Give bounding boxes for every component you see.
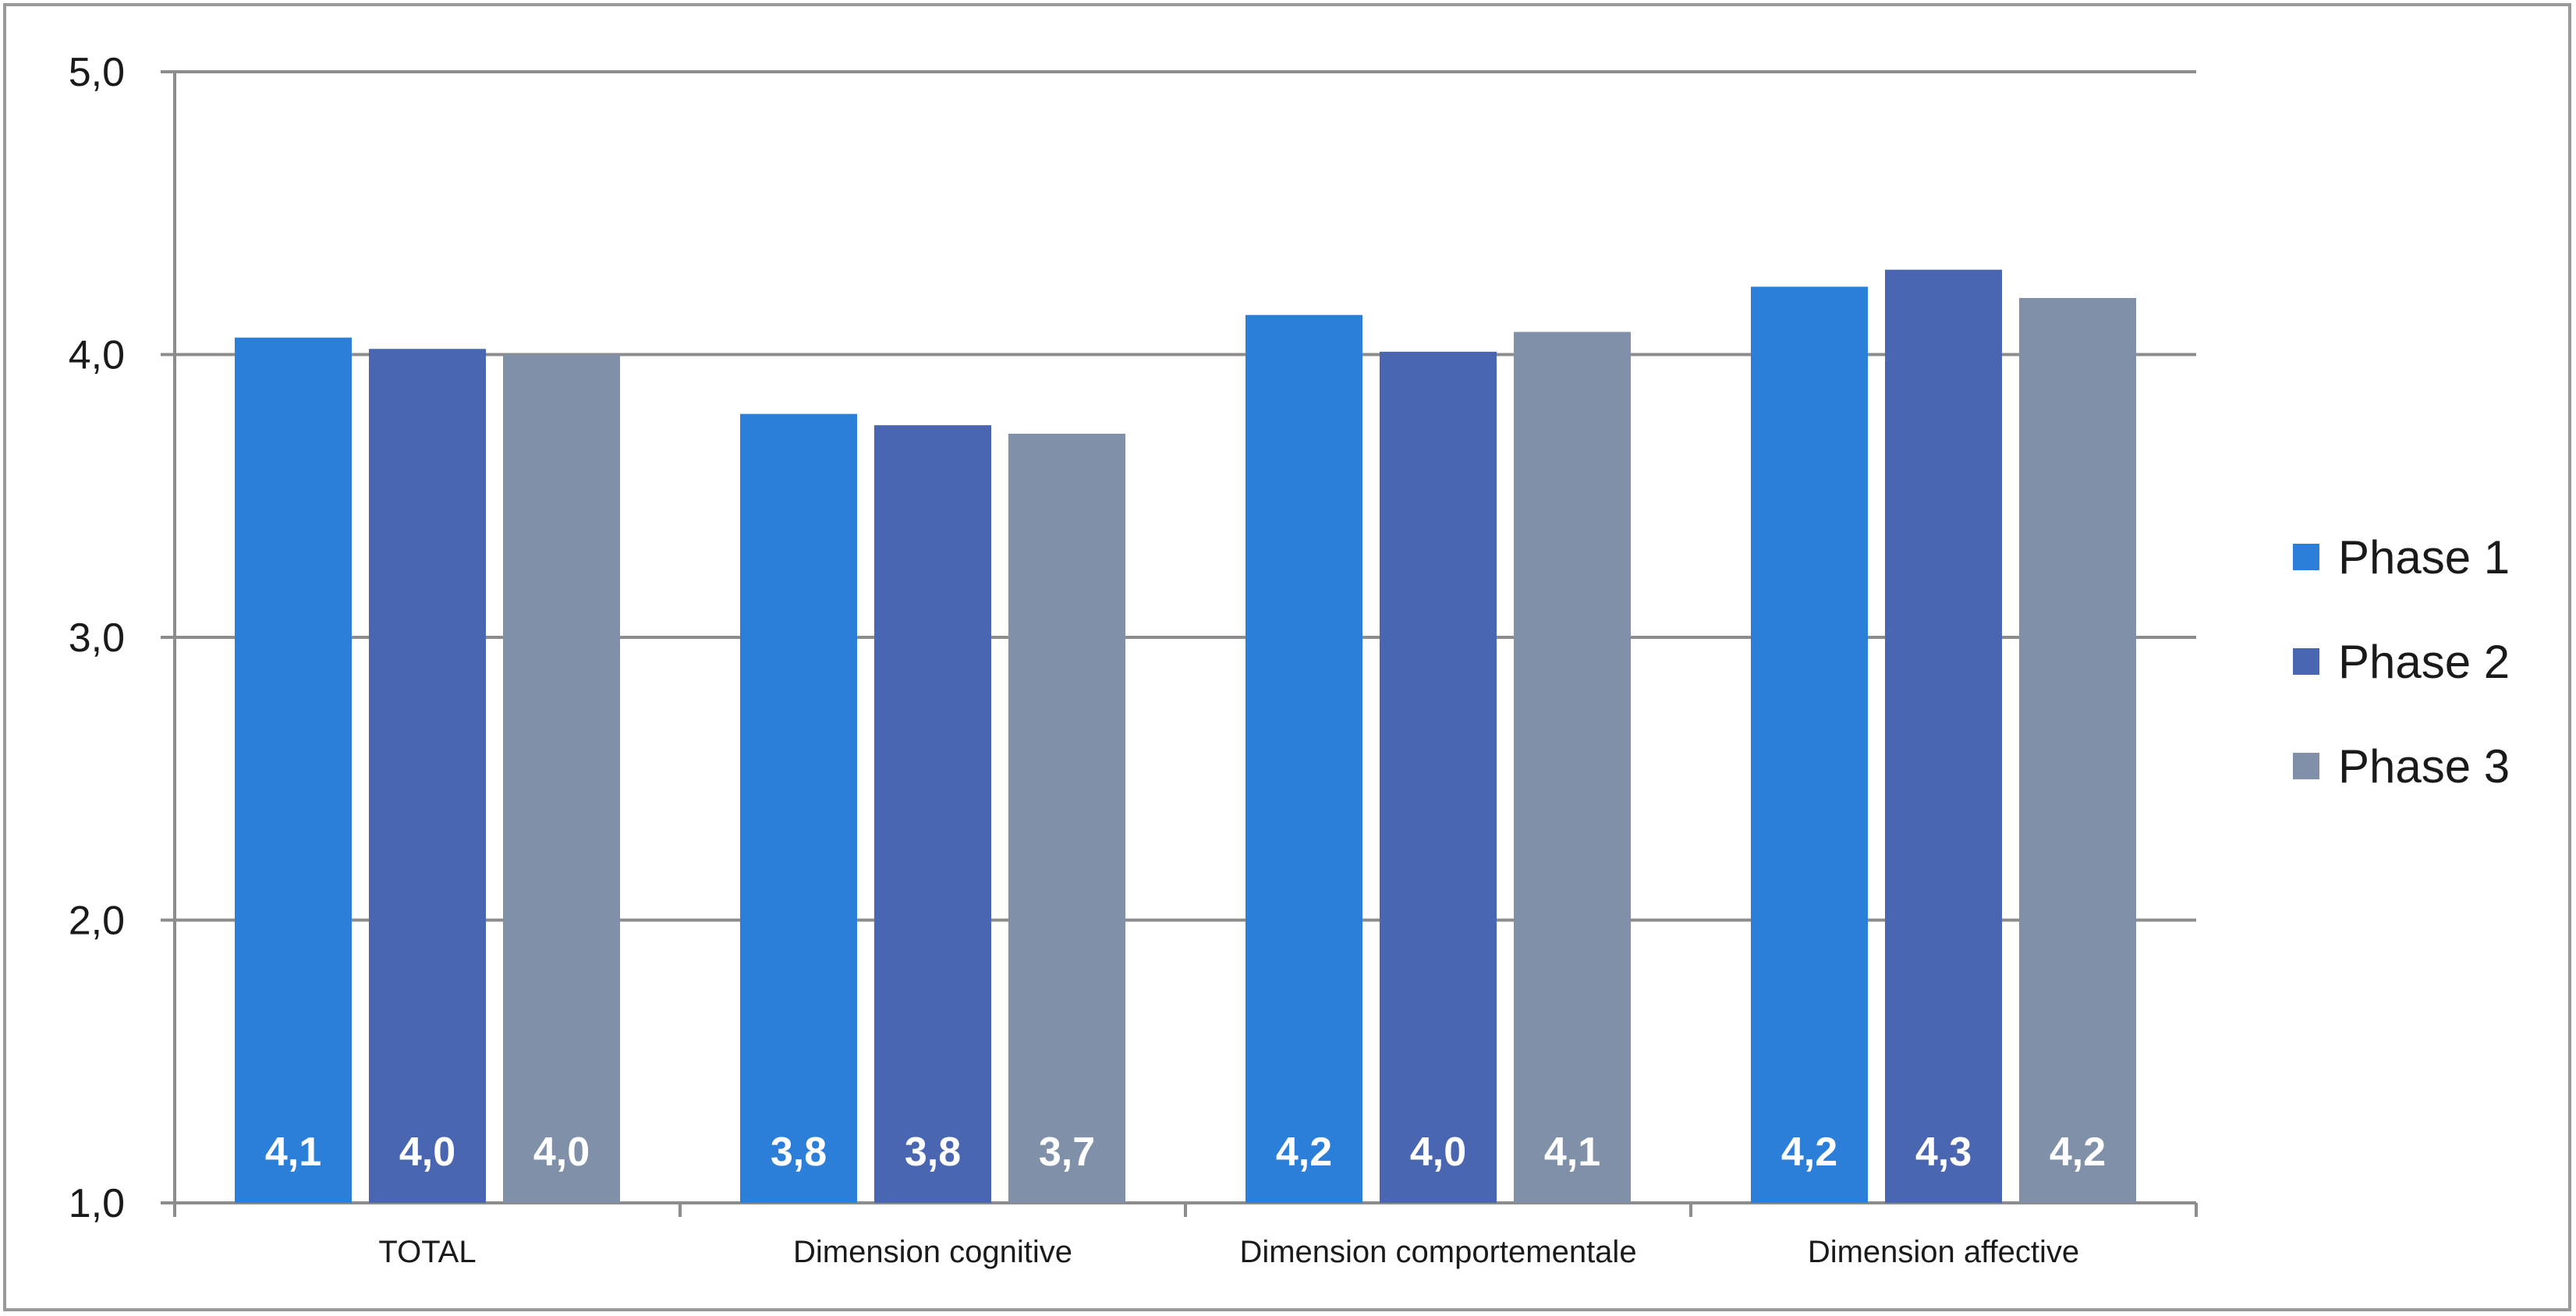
legend-label: Phase 1 [2338, 531, 2510, 584]
legend-label: Phase 2 [2338, 636, 2510, 688]
bar [1514, 332, 1631, 1203]
bar [369, 349, 486, 1203]
legend-swatch [2293, 648, 2319, 675]
bar-value-label: 4,1 [265, 1130, 321, 1175]
bar-value-label: 4,0 [533, 1130, 590, 1175]
chart-frame: 1,0 2,0 3,0 4,0 5,0 TOTAL Dimension cognitive D… [3, 3, 2571, 1311]
legend-swatch [2293, 544, 2319, 570]
x-category-label: Dimension affective [1808, 1235, 2079, 1269]
y-tick-label: 2,0 [69, 899, 125, 944]
bar-value-label: 4,2 [1781, 1130, 1837, 1175]
bar [1751, 286, 1868, 1203]
bar-value-label: 4,1 [1544, 1130, 1600, 1175]
bar [235, 337, 352, 1203]
y-tick-label: 5,0 [69, 50, 125, 95]
bar-value-label: 4,2 [1276, 1130, 1332, 1175]
bar-value-label: 4,3 [1915, 1130, 1972, 1175]
bar [503, 354, 620, 1203]
bar-value-label: 4,2 [2050, 1130, 2106, 1175]
bar-value-label: 3,8 [771, 1130, 827, 1175]
bar [1885, 269, 2002, 1203]
axes: 1,0 2,0 3,0 4,0 5,0 TOTAL Dimension cognitive D… [69, 50, 2198, 1269]
bar-value-label: 4,0 [399, 1130, 455, 1175]
bar [1380, 351, 1497, 1203]
bar-chart: 1,0 2,0 3,0 4,0 5,0 TOTAL Dimension cognitive D… [69, 50, 2510, 1269]
bars [235, 269, 2136, 1203]
y-tick-label: 3,0 [69, 615, 125, 661]
data-labels: 4,1 3,8 4,2 4,2 4,0 3,8 4,0 4,3 4,0 3,7 4,1 4,2 [265, 1130, 2106, 1175]
x-category-label: TOTAL [378, 1235, 476, 1269]
legend: Phase 1 Phase 2 Phase 3 [2293, 531, 2510, 793]
bar [740, 413, 857, 1203]
bar-value-label: 4,0 [1410, 1130, 1466, 1175]
y-tick-label: 4,0 [69, 333, 125, 378]
bar [1008, 434, 1125, 1203]
legend-label: Phase 3 [2338, 740, 2510, 793]
x-category-label: Dimension comportementale [1239, 1235, 1636, 1269]
bar-value-label: 3,7 [1039, 1130, 1095, 1175]
legend-swatch [2293, 753, 2319, 779]
bar [1245, 314, 1362, 1203]
bar [2019, 298, 2136, 1203]
bar-value-label: 3,8 [905, 1130, 961, 1175]
y-tick-label: 1,0 [69, 1181, 125, 1226]
bar [874, 425, 991, 1203]
x-category-label: Dimension cognitive [793, 1235, 1072, 1269]
